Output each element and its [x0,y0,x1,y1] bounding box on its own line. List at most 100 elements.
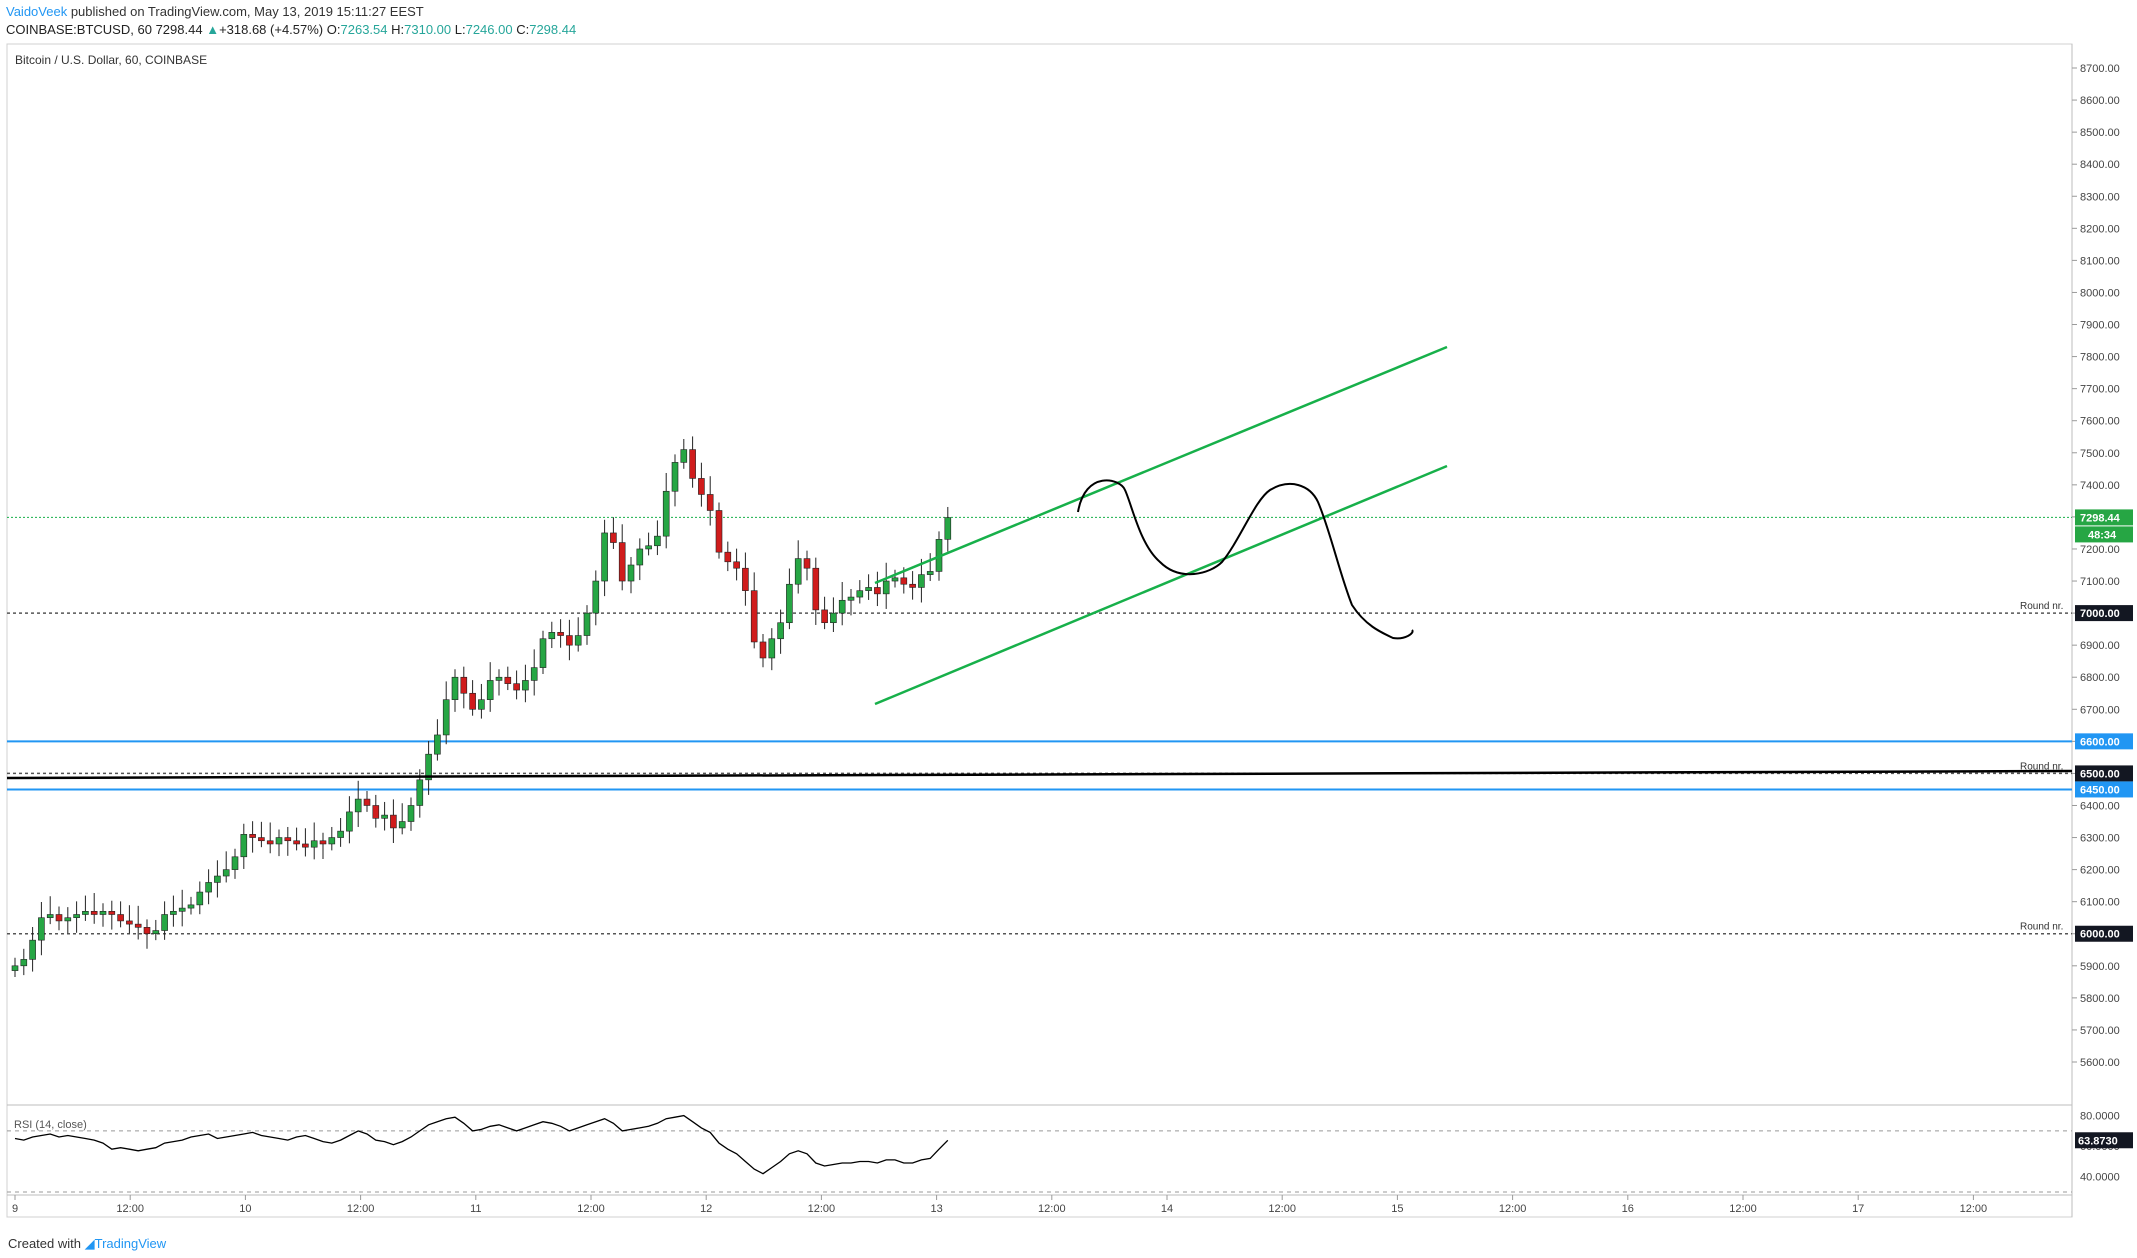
candle-down [90,893,98,924]
candle-up [240,823,248,869]
level-lines: Round nr. Round nr. Round nr. [7,516,2072,935]
candle-up [856,580,864,604]
price-tick-label: 7900.00 [2080,320,2120,332]
candle-down [284,826,292,856]
time-tick-label: 14 [1161,1203,1173,1215]
price-tick-label: 8400.00 [2080,159,2120,171]
price-tick-label: 8100.00 [2080,255,2120,267]
time-tick-label: 12:00 [1038,1203,1066,1215]
high-value: 7310.00 [404,22,452,37]
price-axis[interactable]: 8700.00 8600.00 8500.00 8400.00 8300.00 8200.… [2072,63,2120,1069]
candle-down [319,832,327,860]
price-change: +318.68 (+4.57%) [219,22,324,37]
channel-upper-line[interactable] [874,345,1448,585]
price-tick-label: 6800.00 [2080,672,2120,684]
candle-up [478,683,485,719]
candle-up [662,472,670,549]
price-tick-label: 7100.00 [2080,576,2120,588]
rsi-tick-label: 40.0000 [2080,1172,2120,1184]
candle-up [495,669,503,696]
candle-up [381,801,388,831]
candle-up [337,817,344,847]
high-label: H: [391,22,405,37]
candle-up [310,822,318,860]
candle-down [108,900,116,930]
change-up-icon: ▲ [206,22,220,37]
time-tick-label: 9 [12,1203,18,1215]
candle-down [513,670,520,700]
candle-up [214,860,221,898]
price-tag-6000.00: 6000.00 [2075,925,2133,942]
candle-up [636,538,644,581]
candle-up [354,780,362,827]
close-value: 7298.44 [529,22,577,37]
candle-up [583,605,591,645]
svg-text:6500.00: 6500.00 [2080,768,2120,780]
time-tick-label: 12:00 [1729,1203,1757,1215]
time-tick-label: 17 [1852,1203,1864,1215]
trend-line[interactable] [6,769,2073,780]
round-number-label: Round nr. [2020,601,2063,612]
candle-down [803,550,811,581]
svg-text:6450.00: 6450.00 [2080,784,2120,796]
candle-down [566,619,573,661]
channel-lower-line[interactable] [874,464,1448,706]
candle-up [777,609,784,654]
candle-up [187,896,195,915]
candle-down [143,919,151,949]
candle-up [161,901,168,940]
price-tag-6450.00: 6450.00 [2075,781,2133,798]
candle-up [794,540,802,594]
candle-down [689,436,696,488]
candle-down [55,906,63,931]
candle-down [390,799,397,843]
price-tick-label: 7200.00 [2080,544,2120,556]
candle-up [38,901,45,956]
candle-up [944,506,952,552]
symbol-ohlc-line: COINBASE:BTCUSD, 60 7298.44 ▲+318.68 (+4… [6,22,576,37]
time-tick-label: 11 [470,1203,481,1215]
candle-down [372,794,380,828]
candle-up [592,570,600,626]
candle-up [574,617,582,652]
candle-up [178,889,186,927]
candle-up [29,927,36,972]
price-tick-label: 8600.00 [2080,95,2120,107]
tradingview-brand[interactable]: TradingView [94,1236,167,1251]
price-tick-label: 5700.00 [2080,1025,2120,1037]
symbol-text: COINBASE:BTCUSD, 60 [6,22,152,37]
candle-up [601,519,608,597]
candle-up [407,797,415,831]
author-link[interactable]: VaidoVeek [6,4,68,19]
countdown-tag: 48:34 [2075,526,2133,543]
time-tick-label: 15 [1391,1203,1403,1215]
candle-down [557,619,564,648]
candle-up [231,848,239,879]
price-tick-label: 5900.00 [2080,961,2120,973]
projection-path[interactable] [1077,479,1414,640]
candle-up [275,829,283,857]
candle-up [486,662,494,712]
candle-down [610,517,617,549]
svg-text:6600.00: 6600.00 [2080,736,2120,748]
candle-down [302,828,309,857]
time-tick-label: 12:00 [1499,1203,1527,1215]
time-axis[interactable]: 9 12:00 10 12:00 11 12:00 12 12:00 13 12:00 14 12:0… [12,1195,1987,1215]
close-label: C: [516,22,530,37]
candle-up [768,628,776,671]
drawings[interactable] [6,345,2073,780]
price-tick-label: 8500.00 [2080,127,2120,139]
created-with-text: Created with [8,1236,81,1251]
candle-down [759,633,767,668]
candle-up [346,796,353,844]
candle-down [469,680,476,716]
price-tag-6600.00: 6600.00 [2075,733,2133,750]
rsi-panel[interactable]: RSI (14, close) 80.000060.000040.000063.… [7,1111,2133,1193]
time-tick-label: 12:00 [1960,1203,1988,1215]
tradingview-logo-icon: ◢ [84,1236,95,1251]
candle-up [425,741,432,795]
svg-text:6000.00: 6000.00 [2080,929,2120,941]
candle-down [293,827,300,851]
candle-up [522,664,529,703]
